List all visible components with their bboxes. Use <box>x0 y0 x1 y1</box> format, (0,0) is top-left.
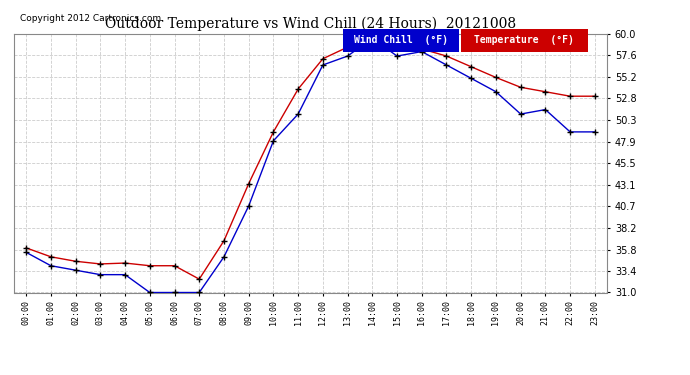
Text: Temperature  (°F): Temperature (°F) <box>475 35 574 45</box>
FancyBboxPatch shape <box>461 28 588 52</box>
FancyBboxPatch shape <box>343 28 459 52</box>
Title: Outdoor Temperature vs Wind Chill (24 Hours)  20121008: Outdoor Temperature vs Wind Chill (24 Ho… <box>105 17 516 31</box>
Text: Copyright 2012 Cartronics.com: Copyright 2012 Cartronics.com <box>20 14 161 23</box>
Text: Wind Chill  (°F): Wind Chill (°F) <box>354 35 448 45</box>
